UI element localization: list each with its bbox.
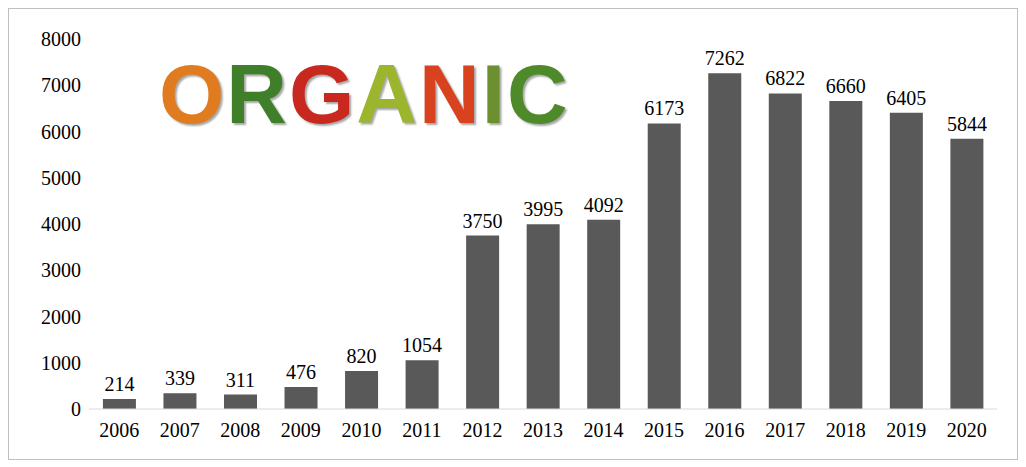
svg-text:2008: 2008 <box>220 419 260 441</box>
svg-text:2017: 2017 <box>765 419 805 441</box>
svg-text:1054: 1054 <box>402 334 442 356</box>
svg-text:2012: 2012 <box>462 419 502 441</box>
svg-text:339: 339 <box>165 367 195 389</box>
svg-text:2000: 2000 <box>41 306 81 328</box>
svg-text:3750: 3750 <box>463 210 503 232</box>
svg-text:476: 476 <box>286 361 316 383</box>
svg-text:7000: 7000 <box>41 74 81 96</box>
svg-text:2019: 2019 <box>886 419 926 441</box>
svg-text:2014: 2014 <box>584 419 624 441</box>
svg-text:2018: 2018 <box>826 419 866 441</box>
svg-text:4000: 4000 <box>41 213 81 235</box>
svg-text:5844: 5844 <box>947 113 987 135</box>
svg-text:214: 214 <box>104 373 134 395</box>
svg-text:6173: 6173 <box>644 97 684 119</box>
svg-text:311: 311 <box>226 369 255 391</box>
svg-text:1000: 1000 <box>41 352 81 374</box>
svg-text:6000: 6000 <box>41 121 81 143</box>
svg-text:6405: 6405 <box>886 87 926 109</box>
svg-text:2009: 2009 <box>281 419 321 441</box>
svg-text:2011: 2011 <box>402 419 441 441</box>
svg-text:0: 0 <box>71 398 81 420</box>
svg-text:4092: 4092 <box>584 194 624 216</box>
svg-text:2013: 2013 <box>523 419 563 441</box>
svg-text:3995: 3995 <box>523 198 563 220</box>
svg-text:5000: 5000 <box>41 167 81 189</box>
svg-text:6660: 6660 <box>826 75 866 97</box>
svg-text:2015: 2015 <box>644 419 684 441</box>
svg-text:2020: 2020 <box>947 419 987 441</box>
svg-text:3000: 3000 <box>41 259 81 281</box>
svg-text:6822: 6822 <box>765 67 805 89</box>
svg-text:8000: 8000 <box>41 28 81 50</box>
svg-text:2006: 2006 <box>99 419 139 441</box>
svg-text:2010: 2010 <box>341 419 381 441</box>
svg-text:2016: 2016 <box>705 419 745 441</box>
svg-text:2007: 2007 <box>160 419 200 441</box>
svg-text:820: 820 <box>347 345 377 367</box>
html-text:O R G A N I C: O R G A N I C <box>159 47 570 141</box>
svg-text:7262: 7262 <box>705 47 745 69</box>
